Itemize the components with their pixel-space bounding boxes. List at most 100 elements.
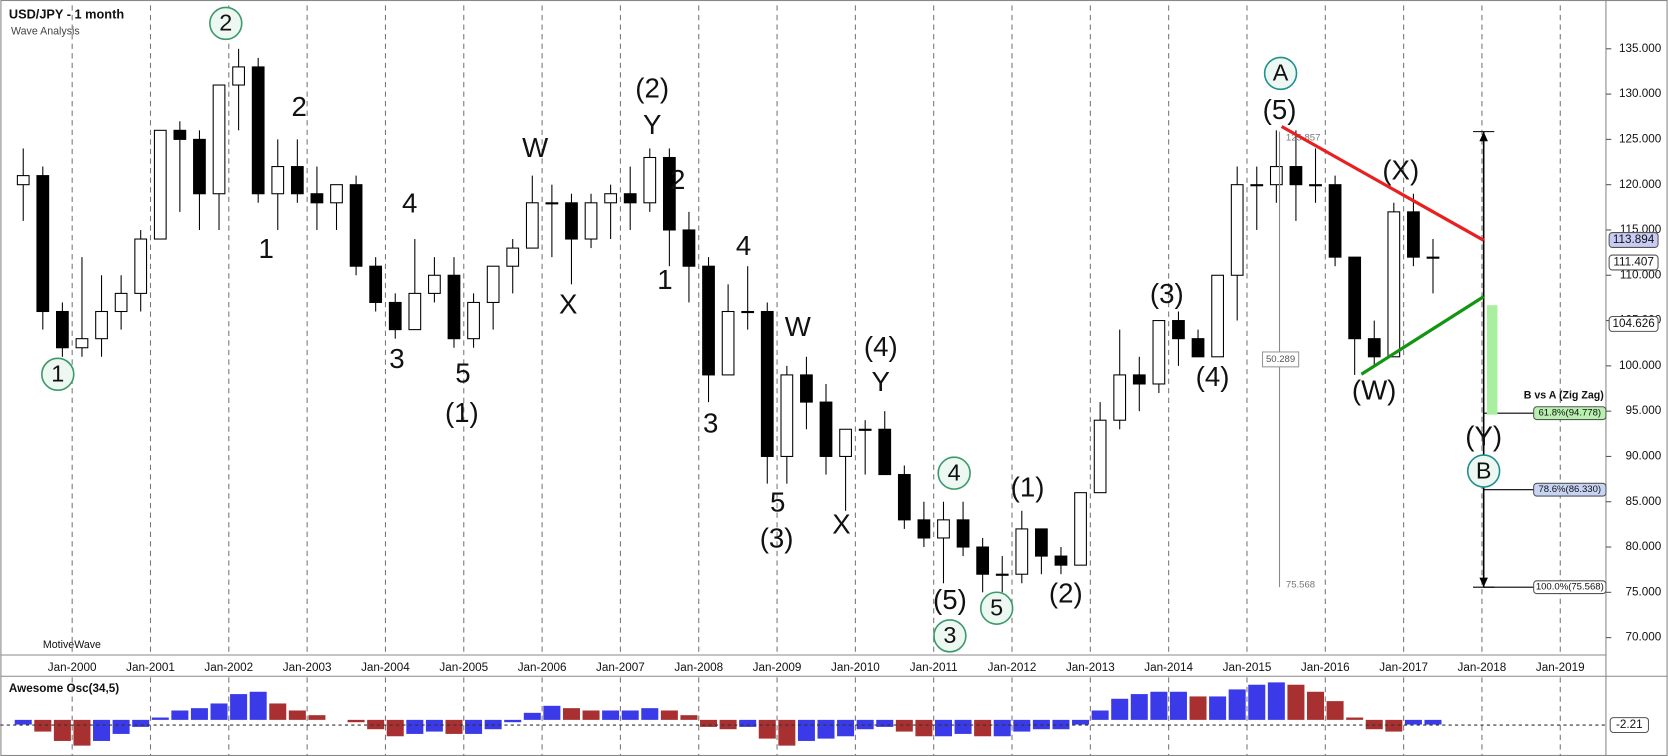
- wave-label: W: [785, 311, 811, 342]
- osc-bar: [425, 719, 443, 732]
- osc-bar: [367, 719, 385, 730]
- candle-body: [114, 292, 128, 313]
- osc-bar: [406, 719, 424, 734]
- wave-label: 4: [402, 188, 417, 219]
- y-tick-label: 70.000: [1625, 631, 1661, 644]
- osc-bar: [856, 719, 874, 730]
- wave-label: 5: [770, 486, 785, 517]
- price-tag-label: 111.407: [1613, 256, 1654, 269]
- x-tick-label: Jan-2010: [831, 661, 880, 674]
- candle-body: [212, 84, 226, 195]
- osc-bar: [445, 719, 463, 734]
- candle-body: [643, 156, 657, 204]
- x-tick-label: Jan-2012: [988, 661, 1037, 674]
- x-tick-label: Jan-2001: [126, 661, 175, 674]
- candle-body: [251, 66, 265, 195]
- osc-bar: [1307, 691, 1325, 720]
- y-tick-label: 135.000: [1619, 42, 1662, 55]
- osc-bar: [1130, 694, 1148, 720]
- measure-bottom: 75.568: [1286, 580, 1315, 591]
- fib-title: B vs A (Zig Zag): [1524, 389, 1605, 401]
- wave-label: (2): [635, 73, 669, 104]
- osc-bar: [1150, 691, 1168, 720]
- osc-bar: [1209, 696, 1227, 720]
- chart-subtitle: Wave Analysis: [11, 26, 80, 38]
- candle-body: [16, 175, 30, 186]
- wave-label: Y: [643, 109, 661, 140]
- candle-body: [1035, 528, 1048, 557]
- candle-body: [290, 166, 304, 195]
- osc-bar: [288, 710, 306, 720]
- candle-body: [447, 274, 461, 340]
- x-tick-label: Jan-2002: [204, 661, 253, 674]
- y-tick-label: 90.000: [1625, 450, 1661, 463]
- candle-body: [388, 301, 402, 331]
- measure-range: 50.289: [1266, 354, 1295, 365]
- candle-body: [839, 428, 852, 457]
- price-tag: [1608, 315, 1659, 332]
- wave-label: (3): [760, 522, 794, 553]
- wave-circle: [937, 456, 971, 490]
- price-tag: [1608, 232, 1659, 248]
- candle-body: [702, 265, 715, 376]
- candle-body: [878, 428, 892, 476]
- y-tick-label: 110.000: [1620, 268, 1662, 281]
- osc-bar: [1326, 701, 1344, 720]
- wave-label: 5: [455, 358, 470, 389]
- wave-label: 3: [703, 408, 718, 439]
- candle-body: [1191, 338, 1205, 358]
- wave-label: 2: [219, 10, 232, 36]
- candle-body: [1309, 184, 1322, 187]
- osc-bar: [660, 710, 678, 720]
- fib-label: 78.6%(86.330): [1538, 484, 1601, 495]
- osc-bar: [797, 719, 815, 741]
- candle-body: [1211, 274, 1224, 358]
- candle-body: [584, 202, 598, 240]
- wave-label: 3: [389, 343, 404, 374]
- osc-bar: [582, 710, 600, 720]
- osc-bar: [837, 719, 855, 737]
- candle-body: [604, 193, 618, 204]
- y-tick-label: 85.000: [1625, 495, 1661, 508]
- osc-bar: [758, 719, 776, 739]
- candle-body: [36, 175, 50, 313]
- x-tick-label: Jan-2005: [439, 661, 488, 674]
- candle-body: [1054, 555, 1068, 566]
- y-tick-label: 95.000: [1625, 404, 1661, 417]
- wave-label: 3: [943, 622, 956, 648]
- candle-body: [917, 519, 931, 539]
- candle-body: [1269, 166, 1283, 186]
- candle-body: [506, 247, 520, 267]
- candle-body: [467, 301, 480, 340]
- osc-bar: [269, 703, 287, 720]
- osc-bar: [1404, 719, 1422, 725]
- wave-label: A: [1273, 60, 1289, 86]
- wave-label: (5): [1263, 94, 1297, 125]
- x-tick-label: Jan-2014: [1144, 661, 1193, 674]
- candle-body: [271, 166, 285, 195]
- x-tick-label: Jan-2008: [674, 661, 723, 674]
- candle-body: [800, 374, 813, 403]
- candle-body: [1328, 184, 1342, 258]
- osc-bar: [641, 708, 659, 720]
- wave-label: 2: [291, 91, 306, 122]
- candle-body: [1407, 211, 1420, 258]
- osc-bar: [34, 719, 52, 732]
- osc-bar: [778, 719, 796, 746]
- resistance-line: [1280, 125, 1485, 242]
- wave-label: (1): [445, 397, 479, 428]
- osc-bar: [504, 719, 522, 723]
- wave-label: 4: [948, 459, 961, 485]
- wave-label: W: [522, 132, 548, 163]
- osc-bar: [562, 708, 580, 720]
- osc-bar: [465, 719, 483, 734]
- candle-body: [486, 265, 500, 303]
- osc-bar: [1248, 684, 1266, 720]
- osc-bar: [73, 719, 91, 746]
- price-tag-label: 113.894: [1613, 233, 1655, 246]
- wave-label: 1: [657, 264, 672, 295]
- wave-label: (5): [933, 584, 967, 615]
- candle-body: [1113, 374, 1127, 421]
- fib-box: [1533, 406, 1607, 421]
